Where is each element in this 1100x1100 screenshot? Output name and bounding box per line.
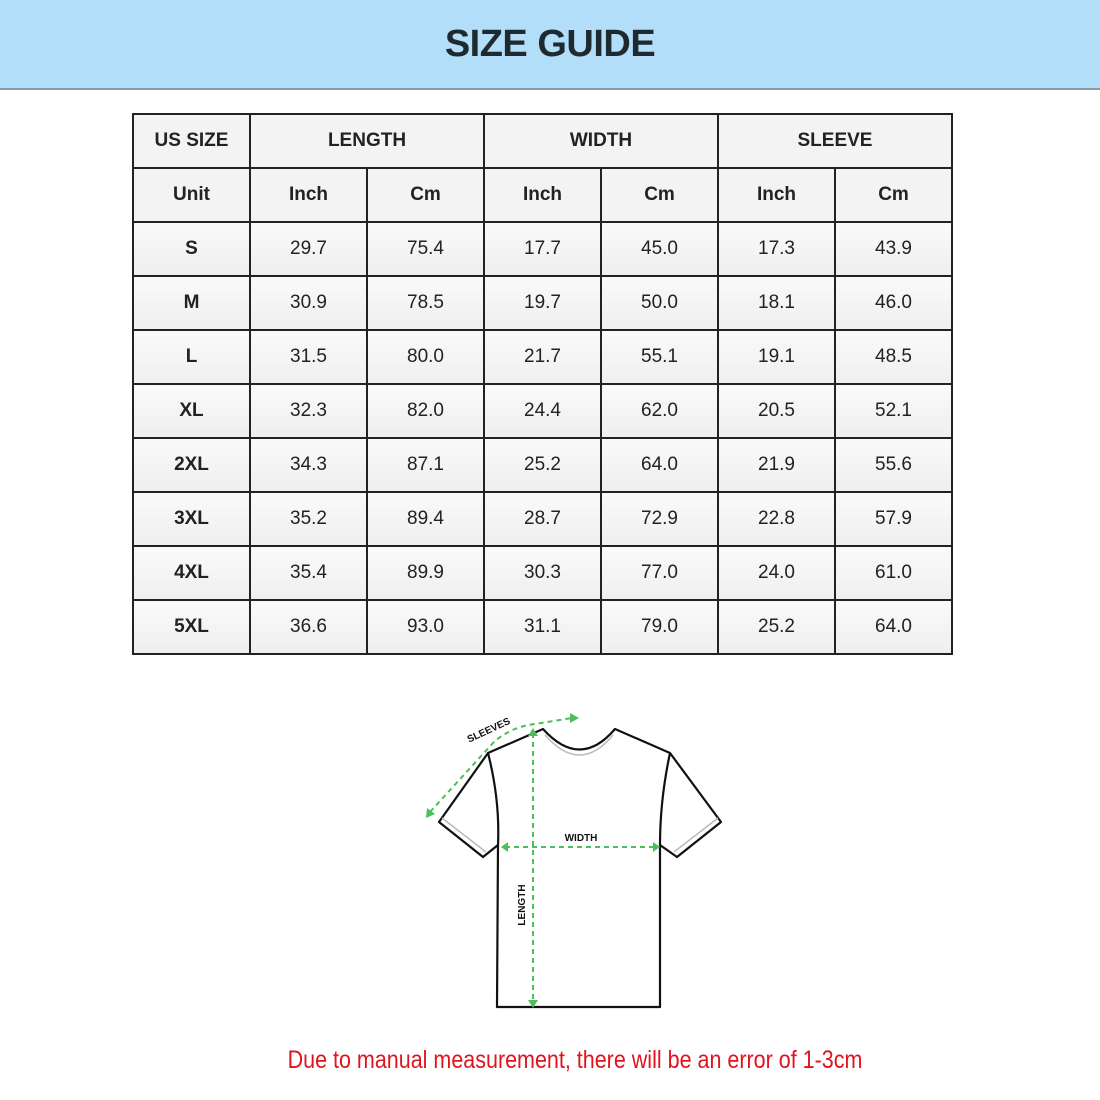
value-cell: 29.7 bbox=[249, 221, 368, 277]
size-cell: M bbox=[132, 275, 251, 331]
value-cell: 17.7 bbox=[483, 221, 602, 277]
unit-cell: Inch bbox=[249, 167, 368, 223]
value-cell: 80.0 bbox=[366, 329, 485, 385]
unit-cell: Cm bbox=[366, 167, 485, 223]
value-cell: 19.7 bbox=[483, 275, 602, 331]
value-cell: 21.9 bbox=[717, 437, 836, 493]
sleeves-label: SLEEVES bbox=[466, 716, 513, 746]
value-cell: 35.4 bbox=[249, 545, 368, 601]
value-cell: 32.3 bbox=[249, 383, 368, 439]
unit-cell: Cm bbox=[600, 167, 719, 223]
size-cell: 5XL bbox=[132, 599, 251, 655]
value-cell: 31.5 bbox=[249, 329, 368, 385]
value-cell: 46.0 bbox=[834, 275, 953, 331]
header-width: WIDTH bbox=[483, 113, 719, 169]
value-cell: 57.9 bbox=[834, 491, 953, 547]
table-row: 5XL 36.6 93.0 31.1 79.0 25.2 64.0 bbox=[132, 599, 953, 655]
value-cell: 24.4 bbox=[483, 383, 602, 439]
measurement-note: Due to manual measurement, there will be… bbox=[287, 1046, 863, 1074]
table-row: M 30.9 78.5 19.7 50.0 18.1 46.0 bbox=[132, 275, 953, 331]
value-cell: 25.2 bbox=[483, 437, 602, 493]
unit-row: Unit Inch Cm Inch Cm Inch Cm bbox=[132, 167, 953, 223]
value-cell: 34.3 bbox=[249, 437, 368, 493]
unit-label: Unit bbox=[132, 167, 251, 223]
value-cell: 24.0 bbox=[717, 545, 836, 601]
title-banner: SIZE GUIDE bbox=[0, 0, 1100, 90]
value-cell: 93.0 bbox=[366, 599, 485, 655]
measure-lines bbox=[429, 717, 656, 1003]
value-cell: 45.0 bbox=[600, 221, 719, 277]
size-cell: 3XL bbox=[132, 491, 251, 547]
value-cell: 89.9 bbox=[366, 545, 485, 601]
header-us-size: US SIZE bbox=[132, 113, 251, 169]
value-cell: 36.6 bbox=[249, 599, 368, 655]
value-cell: 61.0 bbox=[834, 545, 953, 601]
sleeve-line bbox=[429, 717, 573, 813]
value-cell: 62.0 bbox=[600, 383, 719, 439]
value-cell: 82.0 bbox=[366, 383, 485, 439]
value-cell: 72.9 bbox=[600, 491, 719, 547]
width-label: WIDTH bbox=[565, 833, 598, 844]
value-cell: 21.7 bbox=[483, 329, 602, 385]
table-row: 4XL 35.4 89.9 30.3 77.0 24.0 61.0 bbox=[132, 545, 953, 601]
value-cell: 64.0 bbox=[834, 599, 953, 655]
header-length: LENGTH bbox=[249, 113, 485, 169]
value-cell: 20.5 bbox=[717, 383, 836, 439]
value-cell: 17.3 bbox=[717, 221, 836, 277]
header-sleeve: SLEEVE bbox=[717, 113, 953, 169]
value-cell: 31.1 bbox=[483, 599, 602, 655]
value-cell: 50.0 bbox=[600, 275, 719, 331]
value-cell: 55.1 bbox=[600, 329, 719, 385]
size-cell: 2XL bbox=[132, 437, 251, 493]
unit-cell: Inch bbox=[483, 167, 602, 223]
value-cell: 30.3 bbox=[483, 545, 602, 601]
size-cell: L bbox=[132, 329, 251, 385]
tshirt-seams bbox=[441, 734, 719, 853]
value-cell: 79.0 bbox=[600, 599, 719, 655]
table-row: L 31.5 80.0 21.7 55.1 19.1 48.5 bbox=[132, 329, 953, 385]
value-cell: 52.1 bbox=[834, 383, 953, 439]
size-cell: S bbox=[132, 221, 251, 277]
value-cell: 22.8 bbox=[717, 491, 836, 547]
value-cell: 19.1 bbox=[717, 329, 836, 385]
size-cell: XL bbox=[132, 383, 251, 439]
unit-cell: Inch bbox=[717, 167, 836, 223]
value-cell: 89.4 bbox=[366, 491, 485, 547]
value-cell: 48.5 bbox=[834, 329, 953, 385]
value-cell: 18.1 bbox=[717, 275, 836, 331]
value-cell: 25.2 bbox=[717, 599, 836, 655]
value-cell: 28.7 bbox=[483, 491, 602, 547]
table-row: 2XL 34.3 87.1 25.2 64.0 21.9 55.6 bbox=[132, 437, 953, 493]
table-row: S 29.7 75.4 17.7 45.0 17.3 43.9 bbox=[132, 221, 953, 277]
value-cell: 77.0 bbox=[600, 545, 719, 601]
size-cell: 4XL bbox=[132, 545, 251, 601]
header-row: US SIZE LENGTH WIDTH SLEEVE bbox=[132, 113, 953, 169]
value-cell: 87.1 bbox=[366, 437, 485, 493]
arrowheads bbox=[426, 713, 660, 1008]
length-label: LENGTH bbox=[517, 884, 528, 925]
size-table: US SIZE LENGTH WIDTH SLEEVE Unit Inch Cm… bbox=[132, 113, 953, 655]
value-cell: 75.4 bbox=[366, 221, 485, 277]
value-cell: 43.9 bbox=[834, 221, 953, 277]
value-cell: 30.9 bbox=[249, 275, 368, 331]
value-cell: 64.0 bbox=[600, 437, 719, 493]
value-cell: 55.6 bbox=[834, 437, 953, 493]
table-row: XL 32.3 82.0 24.4 62.0 20.5 52.1 bbox=[132, 383, 953, 439]
unit-cell: Cm bbox=[834, 167, 953, 223]
value-cell: 78.5 bbox=[366, 275, 485, 331]
tshirt-outline bbox=[437, 727, 723, 1009]
value-cell: 35.2 bbox=[249, 491, 368, 547]
page-title: SIZE GUIDE bbox=[444, 22, 656, 65]
table-row: 3XL 35.2 89.4 28.7 72.9 22.8 57.9 bbox=[132, 491, 953, 547]
